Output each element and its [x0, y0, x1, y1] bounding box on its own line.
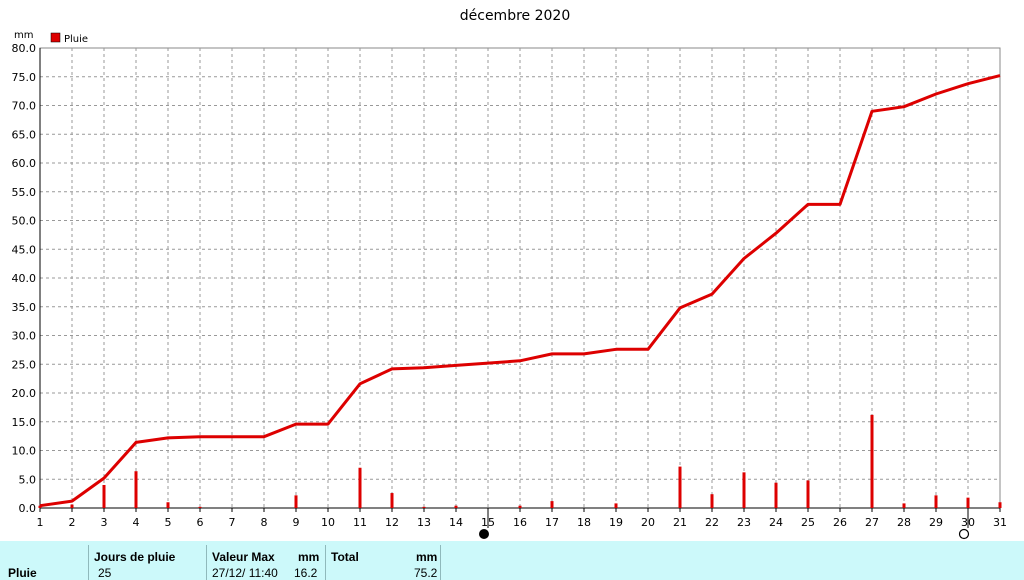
jours-de-pluie-value: 25 — [98, 566, 112, 580]
table-row-label: Pluie — [8, 566, 37, 580]
x-tick-label: 16 — [513, 516, 527, 529]
x-tick-label: 26 — [833, 516, 847, 529]
x-tick-label: 6 — [197, 516, 204, 529]
rain-bar — [934, 495, 938, 508]
table-divider — [440, 545, 441, 580]
valeur-max-value: 16.2 — [294, 566, 318, 580]
table-divider — [325, 545, 326, 580]
x-tick-label: 21 — [673, 516, 687, 529]
table-divider — [88, 545, 89, 580]
valeur-max-date: 27/12/ 11:40 — [212, 566, 278, 580]
y-tick-label: 55.0 — [12, 186, 37, 199]
x-tick-label: 8 — [261, 516, 268, 529]
rain-bar — [870, 414, 874, 508]
valeur-max-header: Valeur Max — [212, 550, 275, 564]
rain-bar — [102, 485, 106, 508]
y-tick-label: 70.0 — [12, 100, 37, 113]
y-tick-label: 75.0 — [12, 71, 37, 84]
rain-bar — [678, 466, 682, 508]
rain-bar — [742, 472, 746, 508]
legend-swatch — [50, 32, 61, 43]
x-tick-label: 11 — [353, 516, 367, 529]
new-moon-icon — [958, 528, 970, 540]
rain-bar — [38, 505, 42, 508]
y-tick-label: 20.0 — [12, 387, 37, 400]
x-tick-label: 15 — [481, 516, 495, 529]
x-tick-label: 4 — [133, 516, 140, 529]
x-tick-label: 2 — [69, 516, 76, 529]
rain-bar — [454, 505, 458, 508]
x-tick-label: 19 — [609, 516, 623, 529]
x-tick-label: 27 — [865, 516, 879, 529]
x-tick-label: 30 — [961, 516, 975, 529]
chart-canvas: 0.0 5.0 10.0 15.0 20.0 25.0 30.0 35.0 40.0 45.0 50… — [12, 8, 1007, 540]
x-tick-label: 23 — [737, 516, 751, 529]
y-tick-label: 25.0 — [12, 358, 37, 371]
rain-bar — [134, 471, 138, 508]
x-tick-label: 3 — [101, 516, 108, 529]
rain-bar — [614, 503, 618, 508]
rain-bar — [806, 480, 810, 508]
x-tick-label: 17 — [545, 516, 559, 529]
y-unit-label: mm — [14, 30, 33, 41]
y-tick-label: 5.0 — [19, 473, 37, 486]
total-header: Total — [331, 550, 359, 564]
y-tick-label: 10.0 — [12, 445, 37, 458]
rain-bar — [166, 502, 170, 508]
rain-bar — [294, 495, 298, 508]
rain-bar — [390, 493, 394, 508]
summary-table — [0, 541, 1024, 580]
rain-bar — [358, 467, 362, 508]
x-tick-label: 9 — [293, 516, 300, 529]
rain-bar — [550, 501, 554, 508]
x-tick-label: 20 — [641, 516, 655, 529]
y-tick-label: 60.0 — [12, 157, 37, 170]
rain-bar — [422, 506, 426, 508]
x-tick-label: 28 — [897, 516, 911, 529]
x-tick-label: 25 — [801, 516, 815, 529]
y-tick-label: 0.0 — [19, 502, 37, 515]
rain-bar — [70, 504, 74, 508]
rain-bar — [902, 503, 906, 508]
rain-bar — [518, 505, 522, 508]
chart-title: décembre 2020 — [460, 8, 570, 24]
x-tick-label: 5 — [165, 516, 172, 529]
y-tick-label: 40.0 — [12, 272, 37, 285]
y-tick-label: 50.0 — [12, 215, 37, 228]
y-tick-label: 65.0 — [12, 128, 37, 141]
jours-de-pluie-header: Jours de pluie — [94, 550, 176, 564]
y-tick-label: 45.0 — [12, 243, 37, 256]
full-moon-icon — [479, 529, 489, 539]
total-unit: mm — [416, 550, 438, 564]
x-tick-label: 14 — [449, 516, 463, 529]
y-tick-label: 35.0 — [12, 301, 37, 314]
y-tick-label: 80.0 — [12, 42, 37, 55]
cumulative-rain-line — [39, 74, 1001, 508]
x-tick-label: 7 — [229, 516, 236, 529]
x-tick-label: 31 — [993, 516, 1007, 529]
x-tick-label: 12 — [385, 516, 399, 529]
x-tick-label: 1 — [37, 516, 44, 529]
legend-label: Pluie — [64, 34, 88, 45]
x-tick-label: 18 — [577, 516, 591, 529]
y-tick-label: 30.0 — [12, 330, 37, 343]
rain-bar — [774, 482, 778, 508]
table-divider — [206, 545, 207, 580]
rain-bar — [198, 506, 202, 508]
rain-bar — [966, 497, 970, 508]
valeur-max-unit: mm — [298, 550, 320, 564]
y-tick-label: 15.0 — [12, 416, 37, 429]
x-tick-label: 22 — [705, 516, 719, 529]
x-tick-label: 29 — [929, 516, 943, 529]
rain-bar — [710, 494, 714, 508]
rain-bar — [998, 502, 1002, 508]
x-tick-label: 10 — [321, 516, 335, 529]
total-value: 75.2 — [414, 566, 438, 580]
x-tick-label: 13 — [417, 516, 431, 529]
x-tick-label: 24 — [769, 516, 783, 529]
